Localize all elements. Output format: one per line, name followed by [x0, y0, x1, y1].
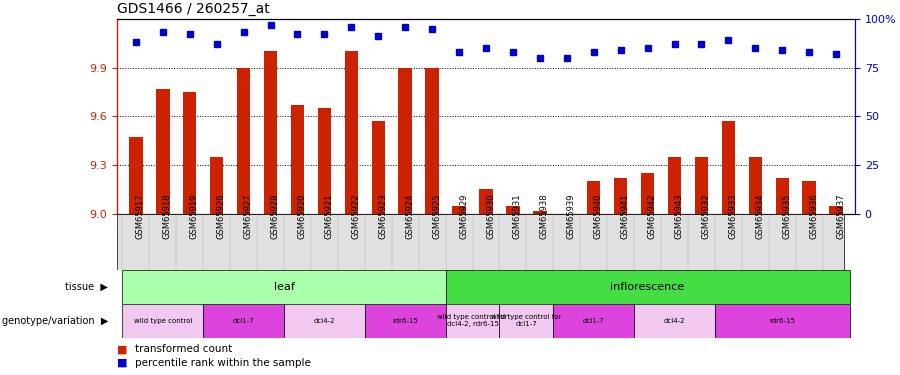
- Text: GSM65924: GSM65924: [405, 194, 414, 239]
- Bar: [156, 88, 169, 214]
- Bar: [634, 304, 715, 338]
- Text: GSM65934: GSM65934: [755, 194, 764, 239]
- Bar: [480, 189, 492, 214]
- Text: wild type control for
dcl4-2, rdr6-15: wild type control for dcl4-2, rdr6-15: [437, 314, 508, 327]
- Bar: [776, 178, 789, 214]
- Text: GSM65927: GSM65927: [244, 194, 253, 239]
- Text: GSM65941: GSM65941: [621, 194, 630, 239]
- Text: GSM65921: GSM65921: [324, 194, 333, 239]
- Text: GSM65917: GSM65917: [136, 194, 145, 239]
- Text: ■: ■: [117, 358, 128, 368]
- Bar: [749, 157, 762, 214]
- Text: wild type control: wild type control: [133, 318, 192, 324]
- Bar: [237, 68, 250, 214]
- Text: genotype/variation  ▶: genotype/variation ▶: [2, 316, 108, 326]
- Text: GSM65931: GSM65931: [513, 194, 522, 239]
- Text: tissue  ▶: tissue ▶: [65, 282, 108, 292]
- Bar: [453, 206, 466, 214]
- Bar: [803, 181, 816, 214]
- Bar: [364, 304, 446, 338]
- Bar: [715, 304, 850, 338]
- Bar: [203, 304, 284, 338]
- Bar: [426, 68, 439, 214]
- Text: leaf: leaf: [274, 282, 294, 292]
- Bar: [210, 157, 223, 214]
- Bar: [587, 181, 600, 214]
- Bar: [500, 304, 554, 338]
- Text: GSM65943: GSM65943: [674, 194, 683, 239]
- Bar: [614, 178, 627, 214]
- Text: GSM65926: GSM65926: [217, 194, 226, 239]
- Text: GDS1466 / 260257_at: GDS1466 / 260257_at: [117, 2, 270, 16]
- Text: GSM65922: GSM65922: [351, 194, 360, 239]
- Text: GSM65939: GSM65939: [567, 194, 576, 239]
- Bar: [446, 270, 850, 304]
- Bar: [318, 108, 331, 214]
- Text: GSM65936: GSM65936: [809, 194, 818, 239]
- Text: percentile rank within the sample: percentile rank within the sample: [135, 358, 310, 368]
- Text: GSM65940: GSM65940: [594, 194, 603, 239]
- Text: GSM65929: GSM65929: [459, 194, 468, 239]
- Bar: [291, 105, 304, 214]
- Bar: [129, 137, 142, 214]
- Text: dcl4-2: dcl4-2: [664, 318, 685, 324]
- Text: dcl1-7: dcl1-7: [583, 318, 605, 324]
- Bar: [372, 121, 385, 214]
- Bar: [554, 304, 634, 338]
- Text: transformed count: transformed count: [135, 344, 232, 354]
- Text: rdr6-15: rdr6-15: [770, 318, 796, 324]
- Text: GSM65942: GSM65942: [648, 194, 657, 239]
- Bar: [830, 206, 843, 214]
- Bar: [399, 68, 412, 214]
- Text: GSM65938: GSM65938: [540, 194, 549, 239]
- Text: dcl1-7: dcl1-7: [233, 318, 255, 324]
- Text: GSM65932: GSM65932: [701, 194, 710, 239]
- Text: GSM65919: GSM65919: [190, 194, 199, 239]
- Bar: [641, 173, 654, 214]
- Text: GSM65928: GSM65928: [271, 194, 280, 239]
- Bar: [506, 206, 519, 214]
- Bar: [122, 304, 203, 338]
- Bar: [533, 210, 546, 214]
- Text: GSM65937: GSM65937: [836, 194, 845, 239]
- Text: GSM65920: GSM65920: [298, 194, 307, 239]
- Text: rdr6-15: rdr6-15: [392, 318, 418, 324]
- Text: GSM65935: GSM65935: [782, 194, 791, 239]
- Text: dcl4-2: dcl4-2: [313, 318, 335, 324]
- Bar: [183, 92, 196, 214]
- Text: inflorescence: inflorescence: [610, 282, 685, 292]
- Bar: [722, 121, 735, 214]
- Bar: [695, 157, 708, 214]
- Text: GSM65918: GSM65918: [163, 194, 172, 239]
- Bar: [345, 51, 358, 214]
- Bar: [284, 304, 364, 338]
- Text: GSM65923: GSM65923: [378, 194, 387, 239]
- Bar: [122, 270, 446, 304]
- Bar: [264, 51, 277, 214]
- Text: GSM65933: GSM65933: [728, 194, 737, 239]
- Bar: [668, 157, 681, 214]
- Text: ■: ■: [117, 344, 128, 354]
- Text: wild type control for
dcl1-7: wild type control for dcl1-7: [491, 314, 562, 327]
- Bar: [446, 304, 500, 338]
- Text: GSM65925: GSM65925: [432, 194, 441, 239]
- Text: GSM65930: GSM65930: [486, 194, 495, 239]
